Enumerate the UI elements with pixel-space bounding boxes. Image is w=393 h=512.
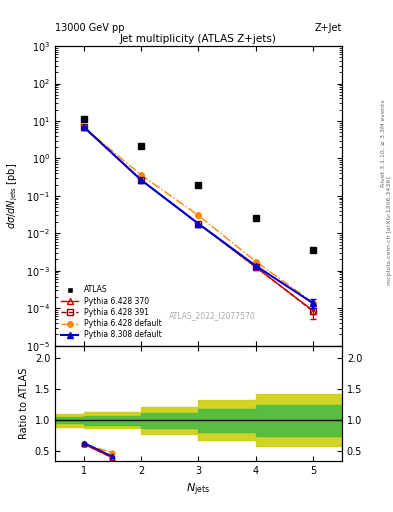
Text: 13000 GeV pp: 13000 GeV pp bbox=[55, 23, 125, 33]
Text: Rivet 3.1.10, ≥ 3.3M events: Rivet 3.1.10, ≥ 3.3M events bbox=[381, 99, 386, 187]
Text: Z+Jet: Z+Jet bbox=[314, 23, 342, 33]
X-axis label: $N_\mathrm{jets}$: $N_\mathrm{jets}$ bbox=[186, 481, 211, 498]
Title: Jet multiplicity (ATLAS Z+jets): Jet multiplicity (ATLAS Z+jets) bbox=[120, 34, 277, 44]
Text: ATLAS_2022_I2077570: ATLAS_2022_I2077570 bbox=[169, 311, 256, 320]
Text: mcplots.cern.ch [arXiv:1306.3436]: mcplots.cern.ch [arXiv:1306.3436] bbox=[387, 176, 391, 285]
Legend: ATLAS, Pythia 6.428 370, Pythia 6.428 391, Pythia 6.428 default, Pythia 8.308 de: ATLAS, Pythia 6.428 370, Pythia 6.428 39… bbox=[59, 283, 164, 342]
Y-axis label: $d\sigma/dN_\mathrm{jets}$ [pb]: $d\sigma/dN_\mathrm{jets}$ [pb] bbox=[6, 163, 20, 229]
Y-axis label: Ratio to ATLAS: Ratio to ATLAS bbox=[19, 368, 29, 439]
